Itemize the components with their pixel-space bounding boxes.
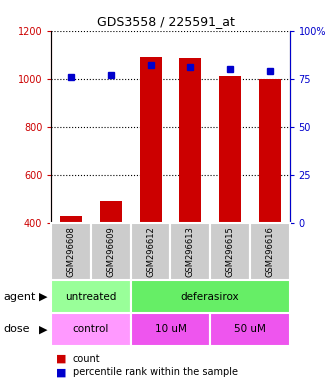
Text: ■: ■	[56, 354, 67, 364]
FancyBboxPatch shape	[170, 223, 210, 280]
Text: GDS3558 / 225591_at: GDS3558 / 225591_at	[97, 15, 234, 28]
Text: control: control	[73, 324, 109, 334]
Text: GSM296609: GSM296609	[106, 226, 116, 277]
FancyBboxPatch shape	[250, 223, 290, 280]
Text: untreated: untreated	[65, 291, 117, 302]
Text: ■: ■	[56, 367, 67, 377]
Bar	[179, 58, 201, 223]
Text: ▶: ▶	[39, 291, 47, 302]
Text: GSM296612: GSM296612	[146, 226, 155, 277]
FancyBboxPatch shape	[210, 313, 290, 346]
Text: GSM296608: GSM296608	[67, 226, 76, 277]
FancyBboxPatch shape	[91, 223, 131, 280]
Text: 50 uM: 50 uM	[234, 324, 266, 334]
FancyBboxPatch shape	[51, 280, 131, 313]
Text: deferasirox: deferasirox	[181, 291, 240, 302]
FancyBboxPatch shape	[131, 313, 210, 346]
Bar	[259, 79, 281, 223]
Text: GSM296615: GSM296615	[225, 226, 235, 277]
Text: percentile rank within the sample: percentile rank within the sample	[73, 367, 238, 377]
Text: GSM296613: GSM296613	[186, 226, 195, 277]
FancyBboxPatch shape	[131, 223, 170, 280]
Text: count: count	[73, 354, 100, 364]
Text: 10 uM: 10 uM	[155, 324, 186, 334]
Bar	[100, 201, 122, 223]
Bar	[219, 76, 241, 223]
Text: dose: dose	[3, 324, 30, 334]
FancyBboxPatch shape	[51, 223, 91, 280]
Bar	[140, 57, 162, 223]
Text: GSM296616: GSM296616	[265, 226, 274, 277]
Text: agent: agent	[3, 291, 36, 302]
Bar	[60, 215, 82, 223]
FancyBboxPatch shape	[51, 313, 131, 346]
FancyBboxPatch shape	[131, 280, 290, 313]
FancyBboxPatch shape	[210, 223, 250, 280]
Text: ▶: ▶	[39, 324, 47, 334]
